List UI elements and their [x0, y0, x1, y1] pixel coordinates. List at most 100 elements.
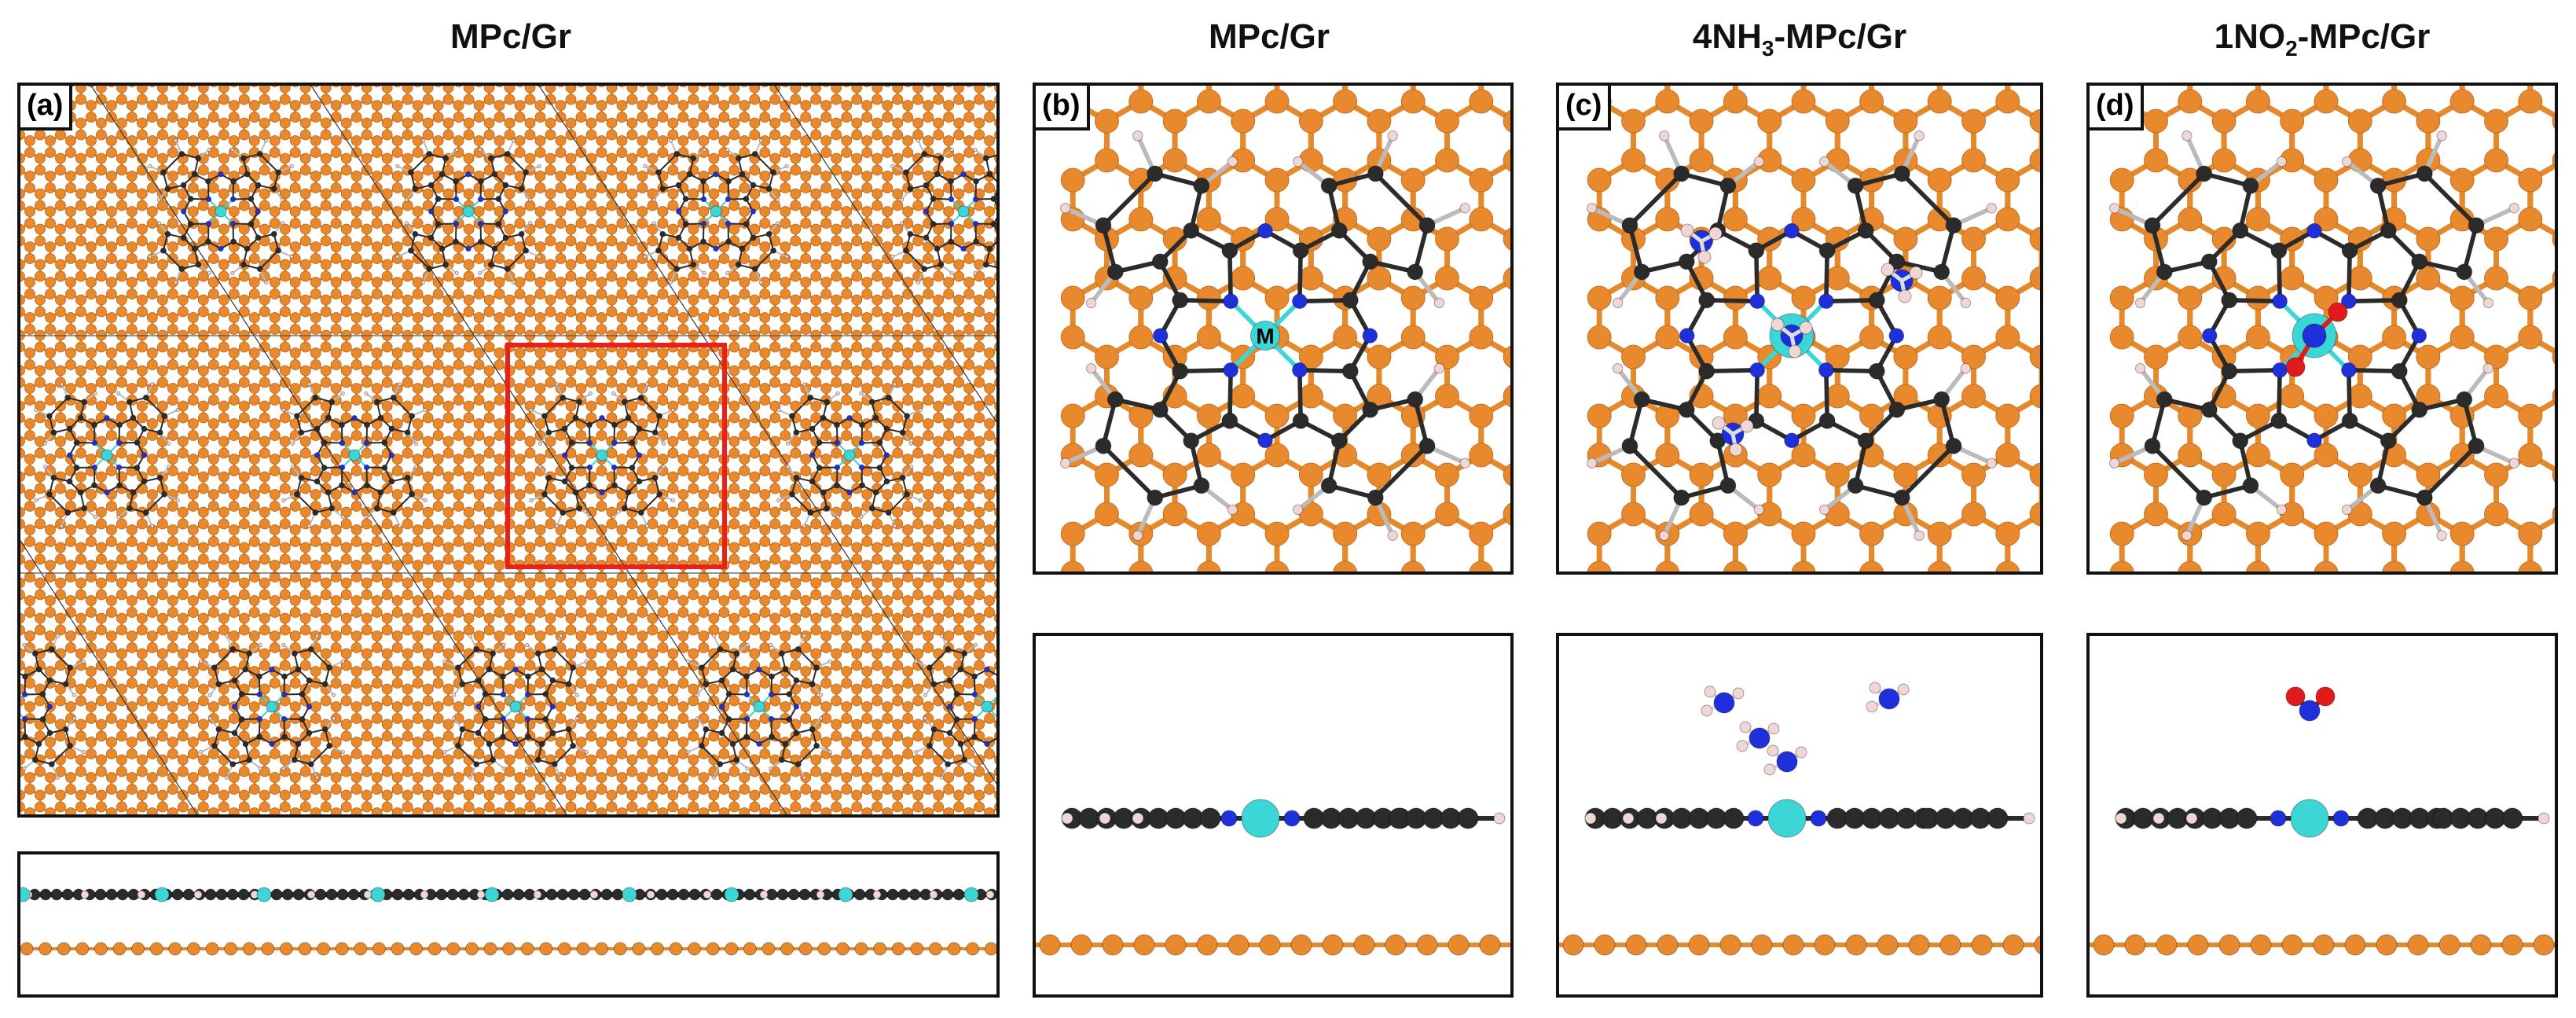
graphene-atom [473, 748, 485, 759]
graphene-atom [207, 607, 219, 618]
nitrogen-atom [725, 196, 732, 203]
graphene-atom [20, 259, 25, 270]
graphene-atom [20, 200, 25, 211]
graphene-atom [667, 94, 679, 105]
carbon-atom [66, 425, 73, 432]
nitrogen-atom [229, 220, 237, 227]
graphene-atom [269, 713, 281, 724]
graphene-atom [504, 129, 516, 141]
graphene-atom [688, 377, 699, 388]
graphene-atom [616, 571, 628, 583]
graphene-atom [197, 129, 209, 141]
graphene-atom [585, 86, 597, 94]
graphene-atom [637, 135, 648, 146]
graphene-atom [841, 524, 853, 535]
graphene-atom [361, 801, 372, 813]
hydrogen-atom [454, 270, 459, 276]
graphene-atom [320, 542, 332, 553]
graphene-atom [974, 365, 985, 377]
graphene-atom [248, 772, 260, 783]
graphene-atom [831, 589, 842, 601]
graphene-atom [647, 518, 659, 530]
carbon-atom [325, 414, 332, 421]
graphene-atom [75, 553, 86, 565]
graphene-atom [442, 624, 454, 636]
graphene-atom [116, 648, 127, 660]
graphene-atom [524, 789, 536, 801]
graphene-atom [974, 86, 985, 94]
graphene-atom [96, 730, 107, 742]
graphene-atom [831, 223, 842, 235]
graphene-atom [146, 607, 158, 618]
graphene-atom [820, 147, 832, 158]
graphene-atom [75, 153, 86, 164]
graphene-atom [555, 135, 567, 146]
carbon-atom [407, 247, 414, 254]
graphene-atom [289, 701, 301, 712]
graphene-atom [902, 100, 914, 111]
graphene-atom [585, 695, 597, 707]
graphene-atom [555, 595, 567, 606]
hydrogen-atom [34, 498, 39, 503]
graphene-atom [761, 86, 769, 87]
graphene-atom [422, 223, 434, 235]
graphene-atom [575, 182, 587, 193]
graphene-atom [882, 277, 894, 288]
graphene-atom [514, 571, 526, 583]
supercell-top-view [20, 86, 996, 814]
graphene-atom [238, 129, 250, 141]
graphene-atom [872, 117, 883, 129]
graphene-atom [187, 312, 199, 323]
graphene-atom [289, 784, 301, 795]
graphene-atom [585, 306, 597, 318]
graphene-atom [575, 807, 587, 814]
graphene-atom [882, 571, 894, 583]
graphene-atom [820, 324, 832, 335]
graphene-atom [381, 86, 393, 94]
carbon-atom [750, 182, 757, 189]
graphene-atom [167, 359, 178, 370]
graphene-atom [218, 270, 229, 282]
graphene-atom [432, 630, 444, 641]
graphene-atom [667, 412, 679, 424]
graphene-atom [943, 807, 955, 814]
graphene-atom [718, 253, 730, 264]
graphene-atom [545, 365, 556, 377]
graphene-atom [851, 801, 863, 813]
graphene-atom [381, 695, 393, 707]
graphene-atom [483, 294, 495, 306]
graphene-atom [626, 164, 638, 176]
graphene-atom [259, 589, 270, 601]
graphene-atom [688, 188, 699, 200]
graphene-atom [310, 748, 321, 759]
graphene-atom [912, 553, 924, 565]
graphene-atom [20, 188, 25, 200]
graphene-atom [575, 642, 587, 653]
graphene-atom [197, 754, 209, 766]
graphene-atom [320, 801, 332, 813]
carbon-atom [248, 195, 255, 202]
graphene-atom [943, 501, 955, 512]
graphene-atom [86, 642, 97, 653]
graphene-atom [248, 784, 260, 795]
graphene-atom [912, 766, 924, 777]
graphene-atom [442, 94, 454, 105]
carbon-atom [164, 186, 171, 193]
graphene-atom [116, 542, 127, 553]
graphene-atom [585, 683, 597, 695]
hydrogen-atom [281, 407, 286, 413]
graphene-atom [831, 447, 842, 459]
graphene-atom [872, 377, 883, 388]
graphene-atom [402, 86, 413, 94]
carbon-atom [495, 195, 502, 202]
graphene-atom [769, 553, 781, 565]
graphene-atom [953, 400, 965, 412]
graphene-atom [422, 164, 434, 176]
graphene-atom [453, 501, 464, 512]
graphene-atom [933, 754, 945, 766]
graphene-atom [800, 807, 812, 814]
carbon-atom [50, 474, 57, 481]
graphene-atom [116, 129, 127, 141]
hydrogen-atom [973, 147, 978, 153]
graphene-atom [55, 294, 66, 306]
